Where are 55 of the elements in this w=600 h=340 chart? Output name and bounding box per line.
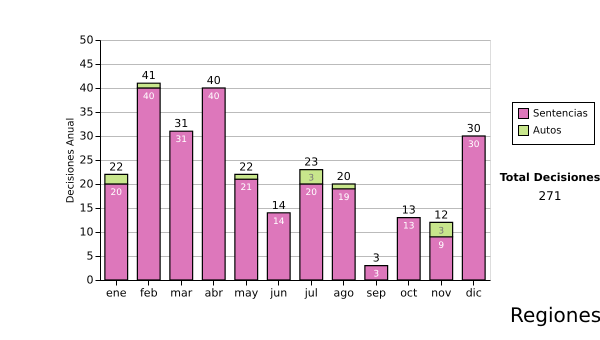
x-tick-label: may: [234, 286, 259, 300]
y-tick-label: 10: [80, 226, 94, 238]
y-tick-label: 20: [80, 178, 94, 190]
total-label: 13: [402, 204, 416, 217]
total-label: 20: [336, 170, 351, 183]
data-label: 14: [273, 216, 285, 227]
y-tick-label: 35: [80, 106, 94, 118]
y-tick-label: 50: [80, 34, 94, 46]
x-tick-label: sep: [366, 286, 386, 300]
total-label: 22: [239, 160, 254, 174]
x-tick-label: abr: [204, 286, 224, 300]
y-tick-label: 25: [80, 154, 94, 166]
x-tick-label: ago: [334, 286, 354, 300]
legend-label: Autos: [533, 126, 562, 136]
text: Regiones: [510, 303, 600, 327]
data-label: 3: [438, 226, 444, 236]
y-tick-label: 30: [80, 130, 94, 142]
total-label: 3: [372, 252, 380, 265]
x-tick-label: mar: [170, 286, 193, 300]
data-label: 3: [308, 174, 314, 184]
data-label: 20: [306, 188, 318, 198]
total-label: 12: [434, 208, 448, 222]
x-tick-label: jun: [269, 286, 288, 300]
y-tick-label: 15: [80, 202, 94, 214]
total-label: 23: [304, 156, 318, 169]
total-label: 40: [206, 74, 221, 87]
data-label: 9: [438, 240, 444, 251]
x-tick-label: feb: [140, 286, 158, 300]
total-label: 30: [466, 122, 481, 135]
data-label: 31: [176, 135, 187, 146]
text: 271: [538, 189, 562, 203]
data-label: 3: [373, 270, 380, 280]
total-label: 22: [109, 160, 124, 174]
data-label: 20: [110, 188, 122, 198]
text: Total Decisiones: [500, 171, 600, 184]
x-tick-label: dic: [466, 286, 482, 300]
data-label: 40: [208, 92, 220, 102]
data-label: 13: [403, 222, 414, 232]
data-label: 40: [143, 92, 155, 102]
y-tick-label: 40: [80, 82, 94, 94]
data-label: 21: [240, 183, 252, 194]
y-axis-title: Decisiones Anual: [66, 118, 77, 204]
total-label: 41: [142, 69, 156, 82]
total-label: 31: [174, 117, 188, 130]
y-tick-label: 5: [86, 250, 94, 262]
total-label: 14: [272, 198, 286, 212]
data-label: 30: [468, 140, 480, 150]
x-tick-label: jul: [304, 286, 318, 300]
y-tick-label: 0: [86, 274, 94, 286]
x-tick-label: oct: [400, 286, 418, 300]
y-tick-label: 45: [80, 58, 94, 70]
data-label: 19: [338, 192, 350, 203]
x-tick-label: ene: [106, 286, 127, 300]
legend-label: Sentencias: [533, 108, 588, 120]
x-tick-label: nov: [431, 286, 452, 300]
